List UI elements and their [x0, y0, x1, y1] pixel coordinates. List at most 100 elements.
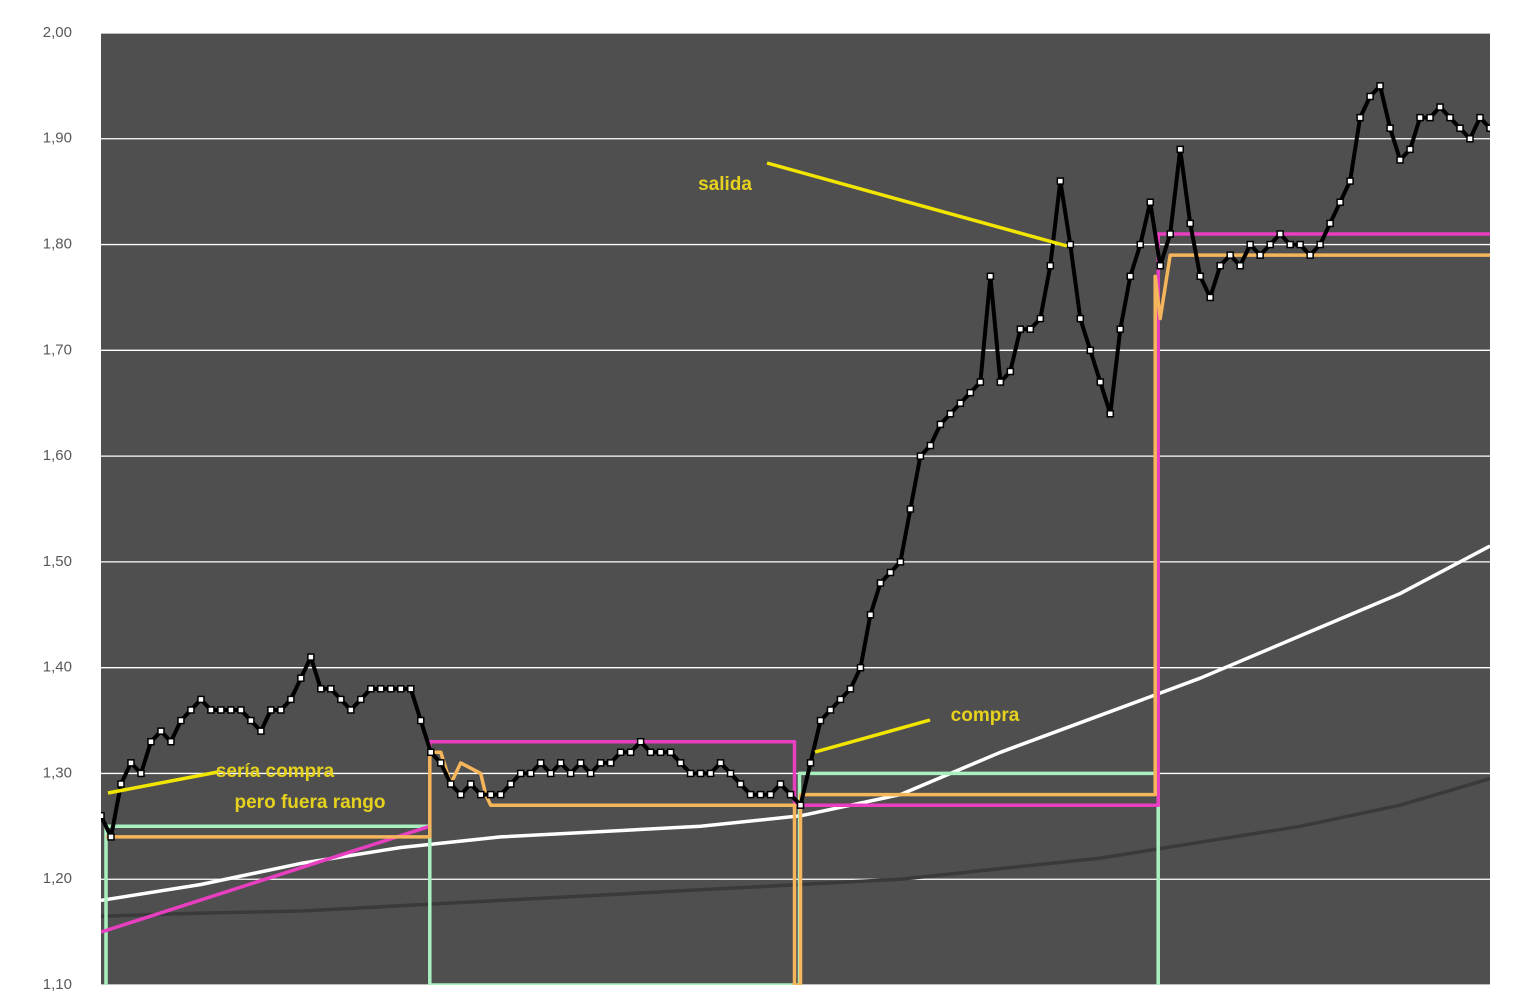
marker [866, 611, 875, 619]
marker [257, 727, 265, 735]
marker [496, 790, 505, 799]
y-tick-label: 1,80 [43, 236, 72, 253]
marker [456, 790, 465, 799]
marker [1336, 198, 1344, 206]
marker [956, 399, 965, 407]
marker [1076, 314, 1085, 323]
marker [1486, 124, 1490, 132]
marker [1476, 113, 1484, 122]
marker [1106, 410, 1115, 418]
marker [1156, 261, 1164, 270]
marker [516, 769, 525, 778]
marker [986, 272, 995, 281]
marker [576, 759, 585, 767]
annotation: pero fuera rango [235, 792, 386, 813]
y-tick-label: 1,40 [43, 659, 72, 676]
marker [826, 706, 835, 714]
y-tick-label: 1,70 [43, 341, 72, 358]
marker [696, 769, 705, 778]
marker [636, 737, 645, 746]
marker [926, 441, 935, 450]
marker [536, 759, 545, 767]
marker [736, 780, 745, 788]
marker [1456, 124, 1464, 132]
y-tick-label: 2,00 [43, 24, 72, 41]
marker [287, 695, 295, 704]
marker [1136, 240, 1145, 249]
marker [377, 685, 385, 693]
marker [397, 685, 405, 693]
marker [1386, 124, 1394, 132]
marker [1226, 251, 1234, 259]
marker [686, 769, 695, 778]
marker [1436, 103, 1444, 111]
marker [1466, 135, 1474, 143]
marker [796, 801, 805, 809]
y-tick-label: 1,60 [43, 447, 72, 464]
marker [407, 685, 415, 693]
marker [107, 833, 115, 841]
marker [1256, 251, 1264, 259]
marker [666, 748, 675, 757]
marker [327, 685, 335, 693]
annotation: salida [698, 174, 752, 195]
marker [526, 769, 535, 778]
marker [137, 769, 145, 778]
marker [187, 706, 195, 714]
marker [646, 748, 655, 757]
annotation-pointer [107, 770, 219, 795]
marker [1426, 113, 1434, 122]
marker [357, 695, 365, 704]
marker [267, 706, 275, 714]
marker [976, 378, 985, 386]
marker [446, 780, 455, 788]
marker [237, 706, 245, 714]
annotation-pointer [814, 718, 931, 754]
marker [546, 769, 555, 778]
marker [946, 410, 955, 418]
marker [1366, 92, 1374, 101]
marker [1096, 378, 1105, 386]
marker [506, 780, 515, 788]
marker [117, 780, 125, 788]
marker [1006, 367, 1015, 376]
marker [566, 769, 575, 778]
marker [157, 727, 165, 735]
marker [586, 769, 595, 778]
marker [167, 737, 175, 746]
marker [1116, 325, 1125, 333]
marker [996, 378, 1005, 386]
annotation: compra [951, 705, 1020, 726]
marker [556, 759, 565, 767]
marker [676, 759, 685, 767]
marker [207, 706, 215, 714]
marker [476, 790, 485, 799]
marker [337, 695, 345, 704]
y-tick-label: 1,10 [43, 976, 72, 993]
marker [1026, 325, 1035, 333]
annotation-pointer [766, 161, 1068, 248]
marker [1186, 219, 1194, 228]
marker [776, 780, 785, 788]
marker [127, 759, 135, 767]
marker [101, 812, 105, 820]
marker [277, 706, 285, 714]
marker [1276, 230, 1284, 238]
marker [786, 790, 795, 799]
marker [197, 695, 205, 704]
marker [876, 579, 885, 587]
marker [816, 716, 825, 725]
marker [896, 558, 905, 566]
marker [486, 790, 495, 799]
marker [856, 663, 865, 672]
marker [317, 685, 325, 693]
marker [766, 790, 775, 799]
marker [1296, 240, 1304, 249]
series-line [106, 253, 1490, 985]
marker [417, 716, 425, 725]
marker [1146, 198, 1154, 206]
marker [656, 748, 665, 757]
marker [1416, 113, 1424, 122]
marker [846, 685, 855, 693]
